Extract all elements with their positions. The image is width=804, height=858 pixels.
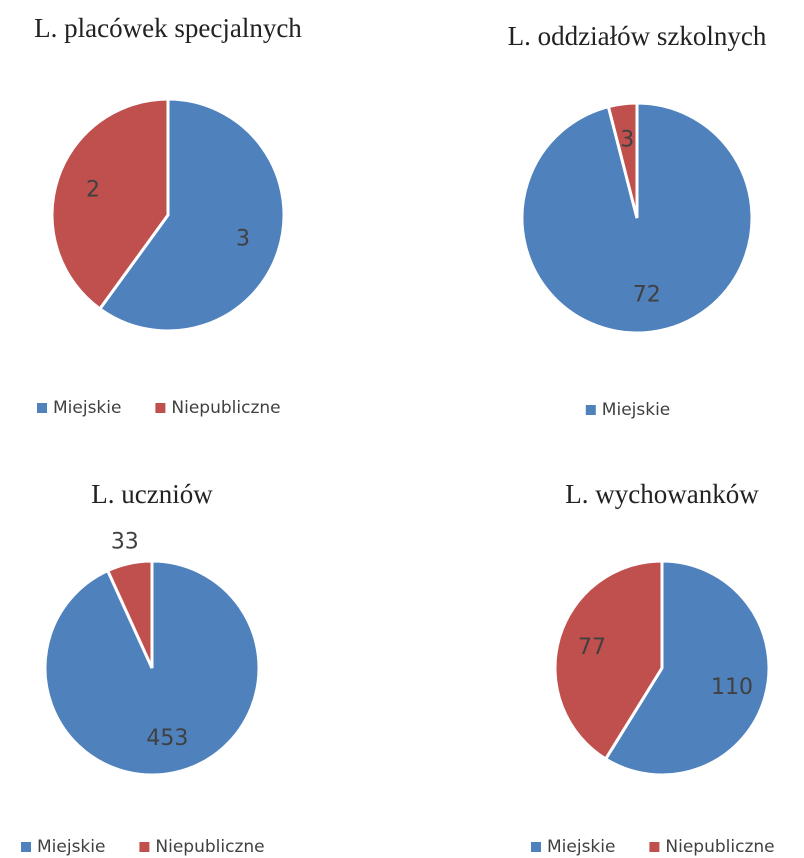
data-label: 3 — [236, 226, 250, 251]
legend-swatch — [21, 842, 31, 852]
data-label: 3 — [620, 127, 634, 152]
chart-title: L. uczniów — [91, 479, 213, 509]
legend-label: Niepubliczne — [665, 837, 774, 857]
pie-slice — [97, 97, 286, 333]
chart: L. oddziałów szkolnych 72 3 Miejskie — [508, 21, 767, 420]
data-label: 2 — [86, 178, 100, 203]
legend-label: Niepubliczne — [171, 398, 280, 418]
chart: L. wychowanków 110 77 Miejskie Niepubliczne — [531, 479, 775, 857]
legend-label: Miejskie — [37, 837, 105, 857]
legend-swatch — [585, 405, 596, 415]
legend-label: Miejskie — [602, 400, 670, 420]
chart: L. uczniów 453 33 Miejskie Niepubliczne — [21, 479, 265, 857]
pie-slice — [50, 97, 170, 311]
data-label: 72 — [633, 283, 661, 308]
pie-slice — [603, 559, 771, 777]
data-label: 453 — [146, 726, 188, 751]
legend-swatch — [649, 842, 660, 852]
chart-title: L. wychowanków — [565, 479, 759, 509]
pie-slice — [606, 101, 639, 219]
legend-swatch — [155, 403, 166, 413]
legend-swatch — [139, 842, 150, 852]
chart-title: L. placówek specjalnych — [34, 13, 302, 43]
legend-swatch — [531, 842, 541, 852]
pie-slice — [553, 559, 664, 762]
legend-label: Miejskie — [53, 398, 121, 418]
chart-title: L. oddziałów szkolnych — [508, 21, 767, 51]
data-label: 110 — [711, 675, 753, 700]
data-label: 77 — [578, 635, 606, 660]
chart: L. placówek specjalnych 3 2 Miejskie Niepubl… — [34, 13, 302, 418]
pie-slice — [105, 559, 154, 669]
legend-label: Niepubliczne — [155, 837, 264, 857]
data-label: 33 — [111, 530, 139, 555]
legend-swatch — [37, 403, 47, 413]
legend-label: Miejskie — [547, 837, 615, 857]
